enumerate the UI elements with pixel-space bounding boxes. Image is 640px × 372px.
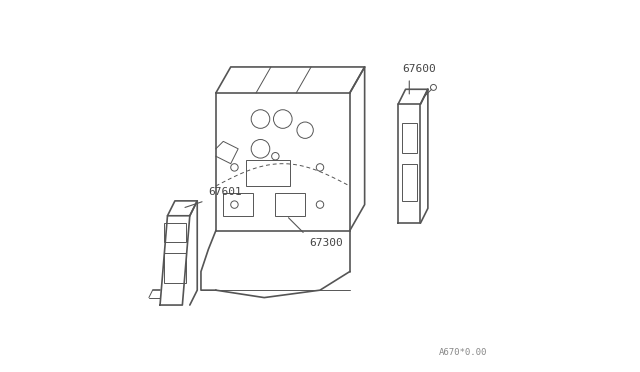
Bar <box>402 164 417 201</box>
Bar <box>246 160 291 186</box>
Bar <box>223 193 253 216</box>
Bar <box>275 193 305 216</box>
Bar <box>402 123 417 153</box>
Bar <box>164 253 186 283</box>
Bar <box>164 223 186 242</box>
Text: 67601: 67601 <box>209 187 242 197</box>
Text: 67300: 67300 <box>309 238 342 248</box>
Text: A670*0.00: A670*0.00 <box>439 348 488 357</box>
Text: 67600: 67600 <box>402 64 436 74</box>
